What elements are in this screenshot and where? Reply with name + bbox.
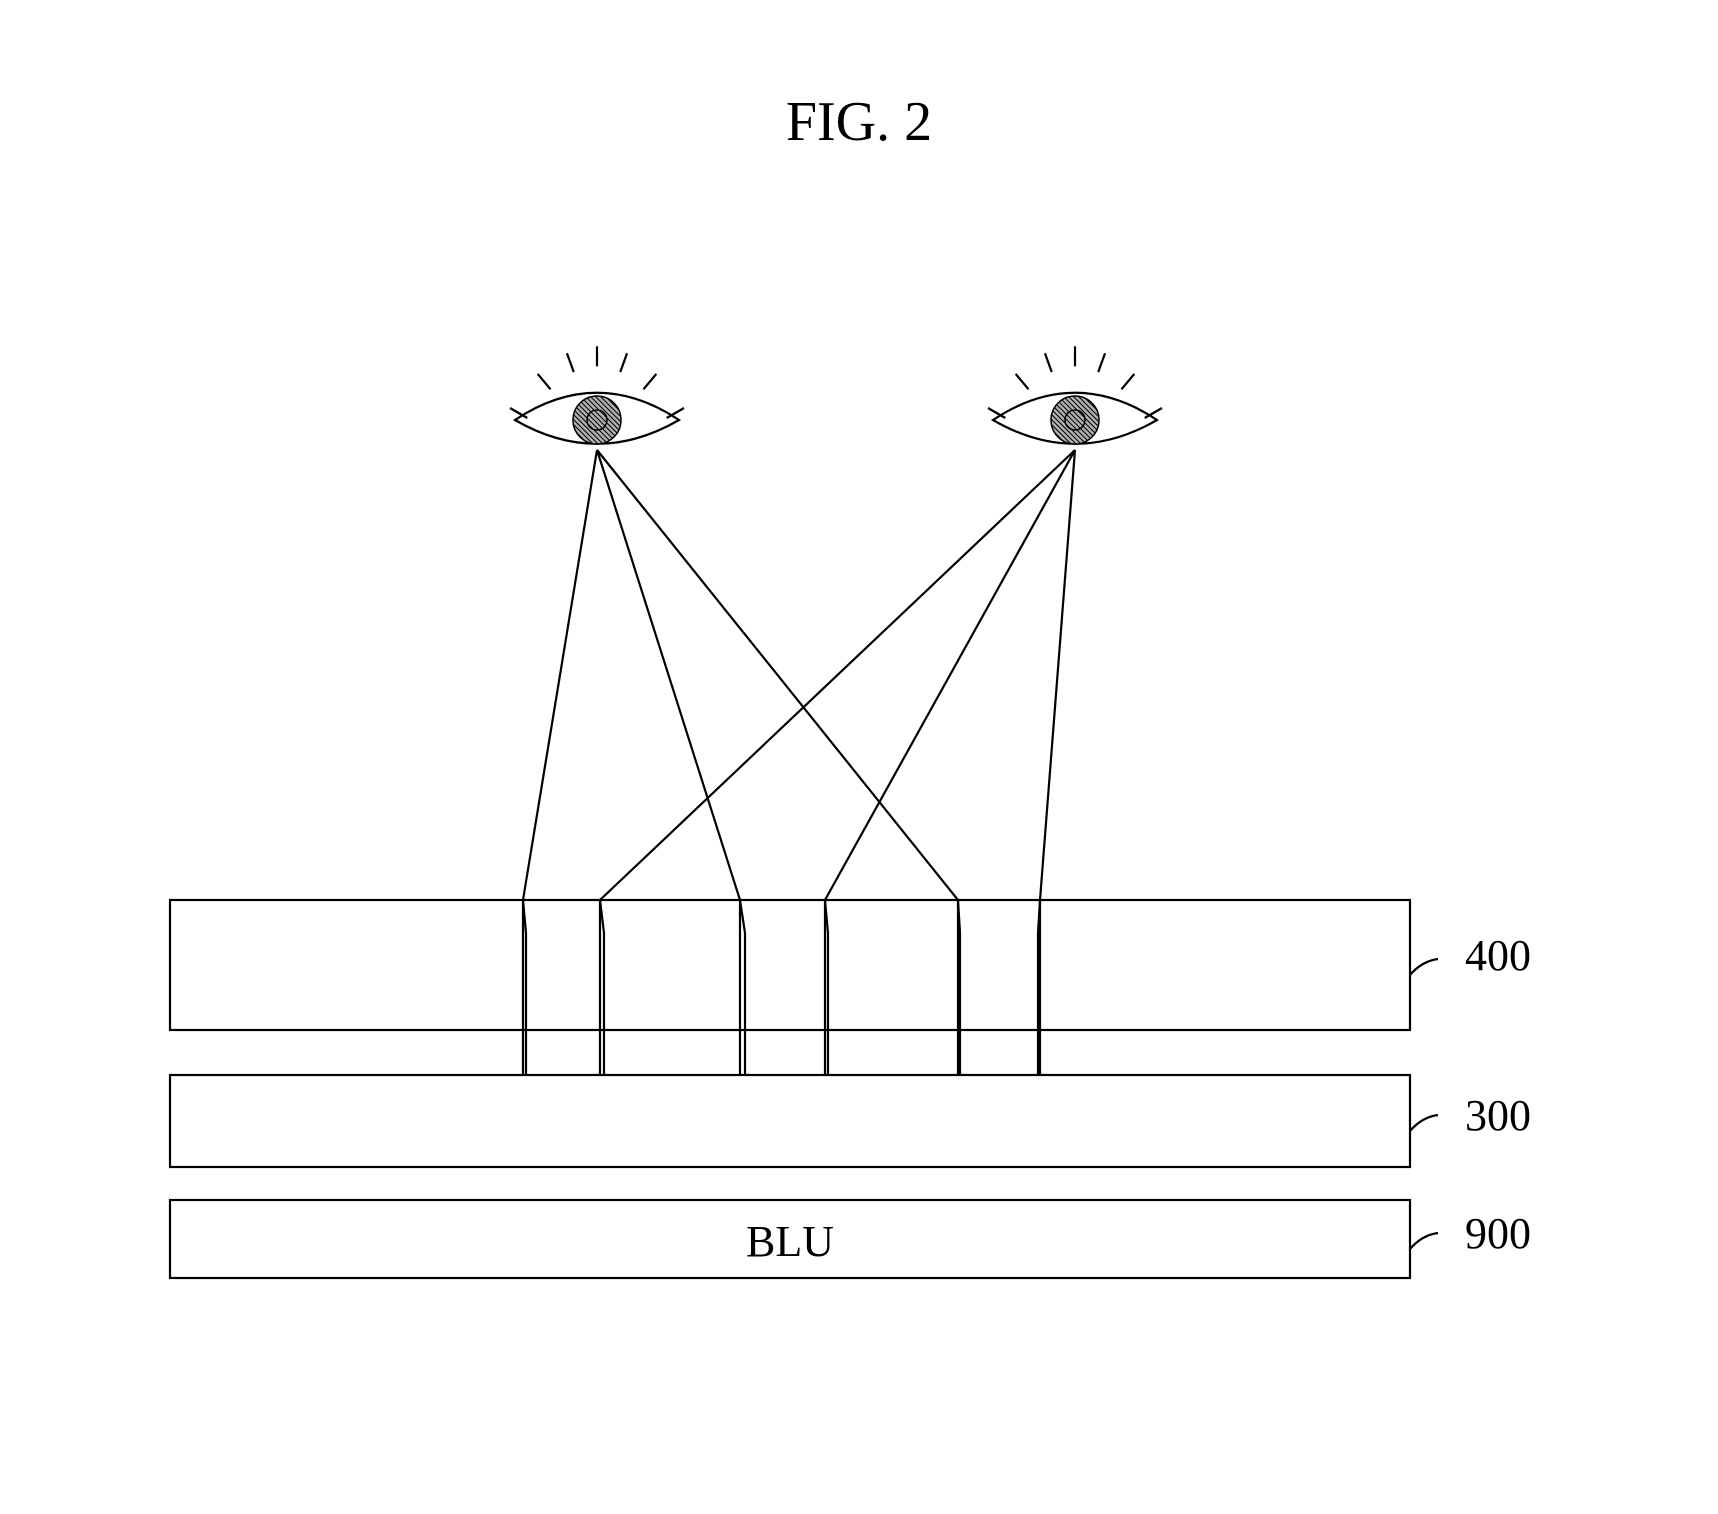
layer300-tick bbox=[1410, 1115, 1438, 1131]
layer900-tick bbox=[1410, 1233, 1438, 1249]
layer400-tick bbox=[1410, 959, 1438, 975]
ray-0 bbox=[523, 450, 597, 900]
layer400-rect bbox=[170, 900, 1410, 1030]
layer900-inner-text: BLU bbox=[746, 1217, 834, 1266]
layer900-label: 900 bbox=[1465, 1209, 1531, 1258]
ray-4 bbox=[825, 450, 1075, 900]
ray-3 bbox=[600, 450, 1075, 900]
diagram-svg: 400 300 900 BLU bbox=[0, 0, 1718, 1514]
ray-5 bbox=[1040, 450, 1075, 900]
layer300-label: 300 bbox=[1465, 1091, 1531, 1140]
layer300-rect bbox=[170, 1075, 1410, 1167]
eye-0 bbox=[510, 346, 684, 444]
ray-1 bbox=[597, 450, 740, 900]
ray-2 bbox=[597, 450, 958, 900]
figure-container: FIG. 2 400300900BLU bbox=[0, 0, 1718, 1514]
eye-1 bbox=[988, 346, 1162, 444]
layer400-label: 400 bbox=[1465, 931, 1531, 980]
